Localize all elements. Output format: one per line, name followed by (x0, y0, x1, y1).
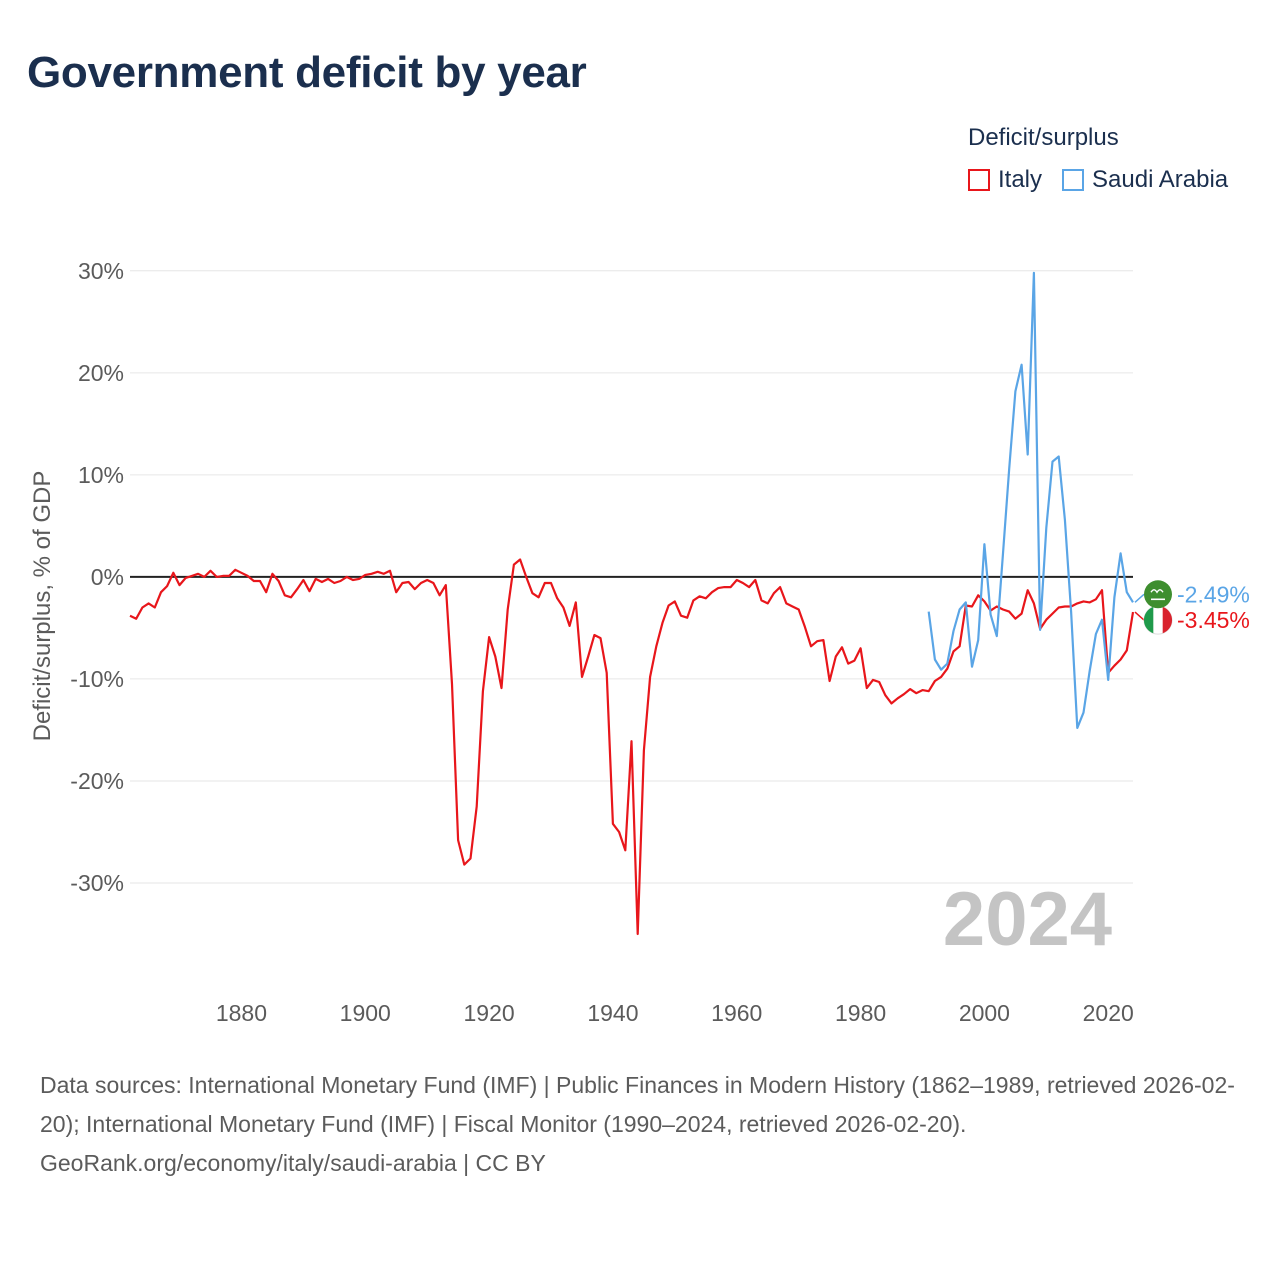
y-axis-ticks: 30% 20% 10% 0% -10% -20% -30% (70, 258, 124, 896)
gridlines (130, 270, 1133, 884)
chart-area: 30% 20% 10% 0% -10% -20% -30% 1880 1900 1920 1940… (29, 258, 1250, 1026)
legend-title: Deficit/surplus (968, 124, 1119, 151)
series-line-saudi-arabia[interactable] (927, 271, 1134, 729)
y-tick-label: 0% (91, 564, 124, 590)
y-tick-label: 20% (78, 360, 124, 386)
legend-swatch-saudi-arabia (1062, 169, 1085, 191)
series-end-labels: -3.45%-2.49% (1134, 580, 1250, 635)
footer: Data sources: International Monetary Fun… (40, 1066, 1240, 1183)
y-tick-label: 30% (78, 258, 124, 284)
x-tick-label: 1900 (340, 1000, 391, 1026)
x-tick-label: 1980 (835, 1000, 886, 1026)
italy-flag-icon (1143, 605, 1173, 635)
data-sources: Data sources: International Monetary Fun… (40, 1072, 1235, 1137)
y-axis-label: Deficit/surplus, % of GDP (29, 471, 56, 742)
legend-label-italy: Italy (998, 166, 1043, 193)
end-connector-saudi-arabia (1134, 593, 1145, 603)
x-tick-label: 1920 (464, 1000, 515, 1026)
x-tick-label: 2000 (959, 1000, 1010, 1026)
y-tick-label: 10% (78, 462, 124, 488)
credit-link[interactable]: GeoRank.org/economy/italy/saudi-arabia |… (40, 1150, 546, 1176)
chart-title: Government deficit by year (27, 48, 587, 97)
y-tick-label: -10% (70, 666, 124, 692)
year-watermark: 2024 (943, 877, 1112, 962)
legend-label-saudi-arabia: Saudi Arabia (1092, 166, 1229, 193)
legend-swatch-italy (968, 169, 990, 191)
saudi-arabia-flag-icon (1144, 580, 1172, 609)
legend: Italy Saudi Arabia (968, 166, 1248, 194)
y-tick-label: -30% (70, 870, 124, 896)
end-label-saudi-arabia: -2.49% (1177, 581, 1250, 607)
x-tick-label: 1880 (216, 1000, 267, 1026)
series-lines (129, 271, 1135, 936)
legend-item-saudi-arabia[interactable]: Saudi Arabia (1062, 166, 1228, 194)
x-tick-label: 1960 (711, 1000, 762, 1026)
end-connector-italy (1134, 611, 1145, 621)
end-label-italy: -3.45% (1177, 607, 1250, 633)
x-axis-ticks: 1880 1900 1920 1940 1960 1980 2000 2020 (216, 1000, 1134, 1026)
y-tick-label: -20% (70, 768, 124, 794)
legend-item-italy[interactable]: Italy (968, 166, 1042, 194)
x-tick-label: 1940 (587, 1000, 638, 1026)
x-tick-label: 2020 (1083, 1000, 1134, 1026)
